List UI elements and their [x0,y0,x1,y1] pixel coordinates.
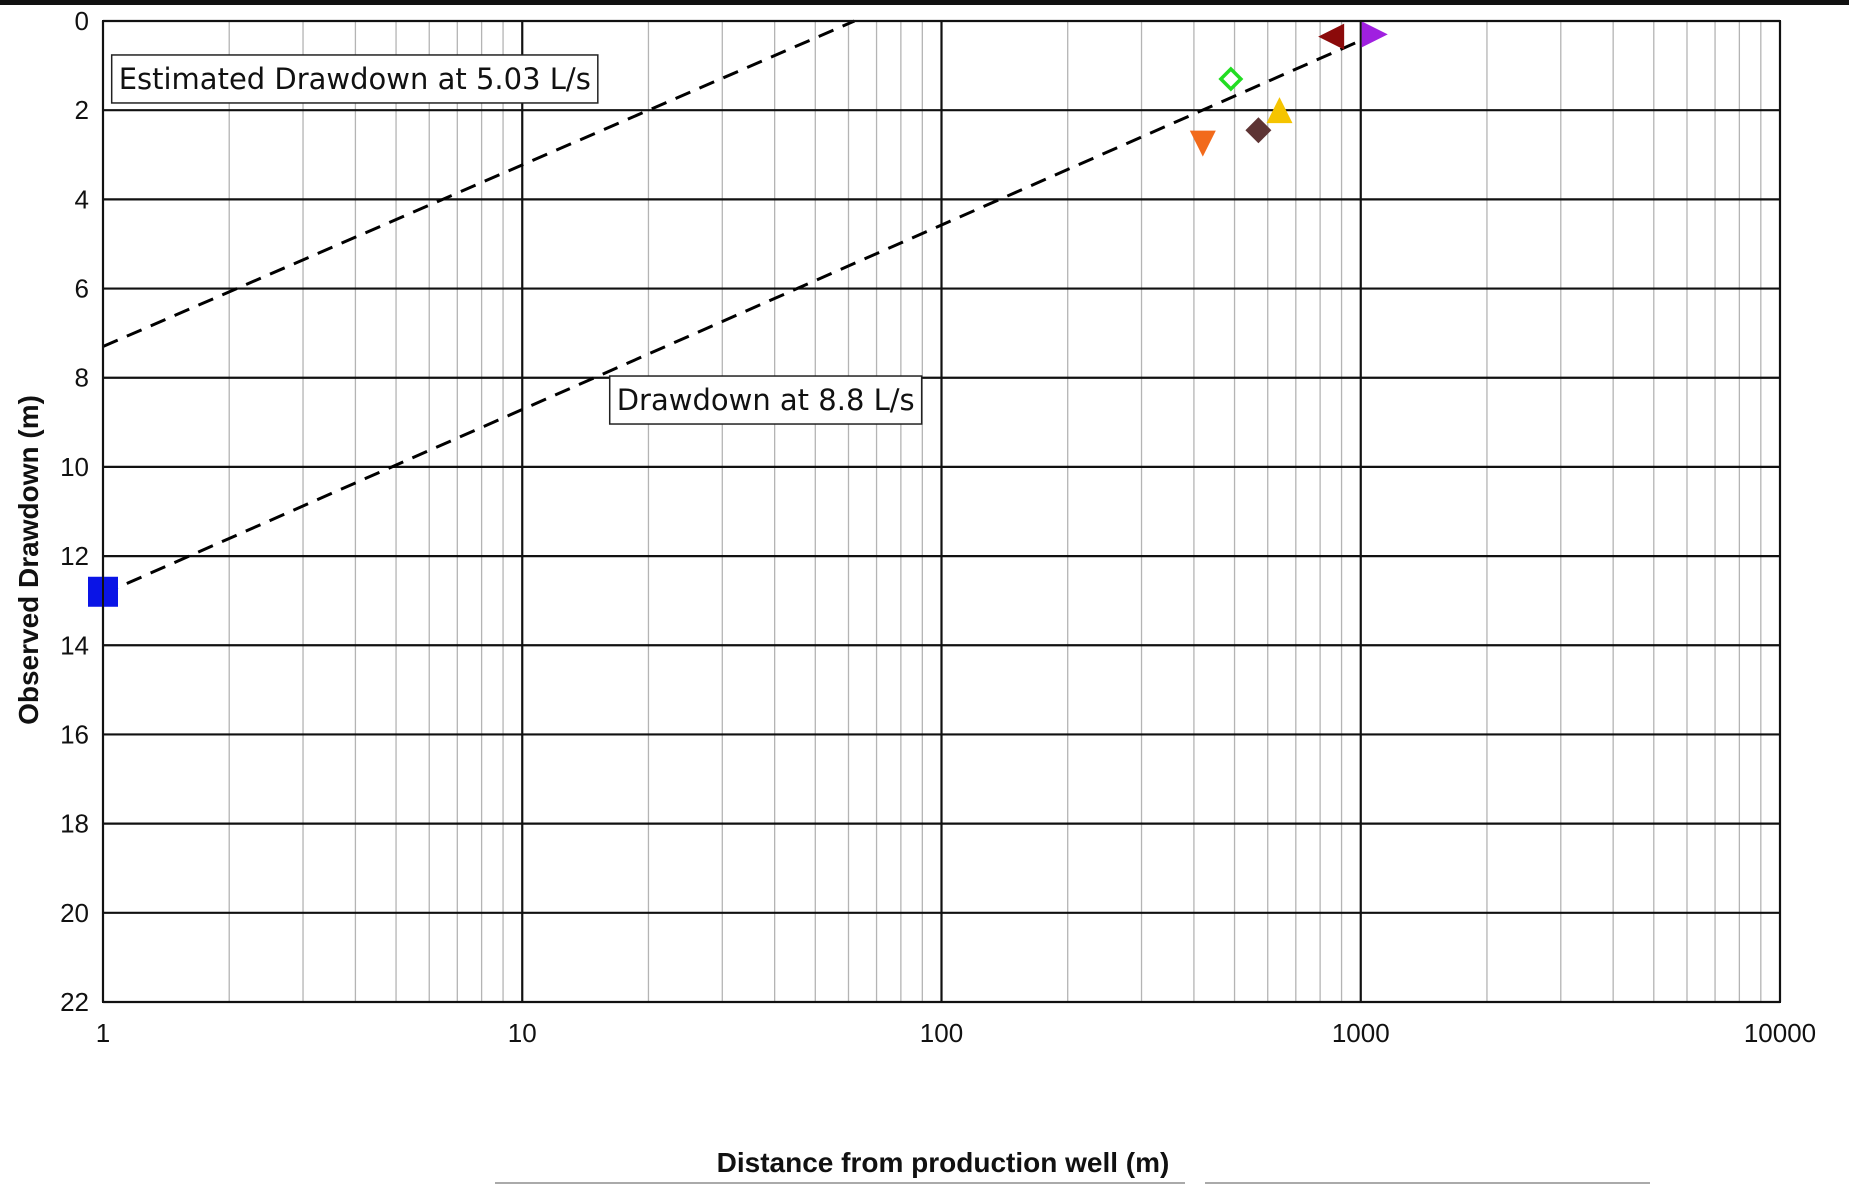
annotation-box [110,54,599,104]
data-point-4 [1245,117,1272,144]
y-axis-label: Observed Drawdown (m) [13,395,44,725]
x-tick-label: 10000 [1744,1018,1816,1048]
data-point-6 [1318,23,1345,50]
y-tick-label: 0 [75,6,89,36]
annotation-text: Drawdown at 8.8 L/s [617,383,915,417]
top-border-bar [0,0,1849,5]
y-tick-label: 8 [75,363,89,393]
data-points [88,21,1388,607]
annotation-2: Drawdown at 8.8 L/s [608,375,923,425]
y-tick-label: 18 [60,809,89,839]
y-tick-label: 20 [60,898,89,928]
x-tick-label: 10 [508,1018,537,1048]
annotation-box [608,375,923,425]
x-tick-labels: 1 10 100 1000 10000 [96,1018,1816,1048]
y-tick-label: 16 [60,719,89,749]
data-point-5 [1266,97,1293,124]
dashed-fit-line-2 [102,33,1376,596]
annotation-text: Estimated Drawdown at 5.03 L/s [119,62,591,96]
plot-frame [102,20,1781,1003]
y-tick-label: 2 [75,95,89,125]
data-point-7 [1361,21,1388,48]
y-tick-label: 4 [75,184,89,214]
x-tick-label: 100 [920,1018,963,1048]
y-tick-label: 22 [60,987,89,1017]
y-tick-label: 14 [60,630,89,660]
annotation-1: Estimated Drawdown at 5.03 L/s [110,54,599,104]
x-axis-label: Distance from production well (m) [717,1147,1170,1178]
fit-lines [102,19,1376,596]
y-tick-label: 10 [60,452,89,482]
y-tick-labels: 0 2 4 6 8 10 12 14 16 18 20 22 [60,6,89,1017]
data-point-3 [1218,66,1244,92]
x-tick-label: 1 [96,1018,110,1048]
annotations: Estimated Drawdown at 5.03 L/s Drawdown a… [110,54,923,425]
y-tick-label: 12 [60,541,89,571]
y-tick-label: 6 [75,274,89,304]
dashed-fit-line-1 [102,19,856,348]
data-point-2 [1189,130,1216,157]
x-tick-label: 1000 [1332,1018,1390,1048]
